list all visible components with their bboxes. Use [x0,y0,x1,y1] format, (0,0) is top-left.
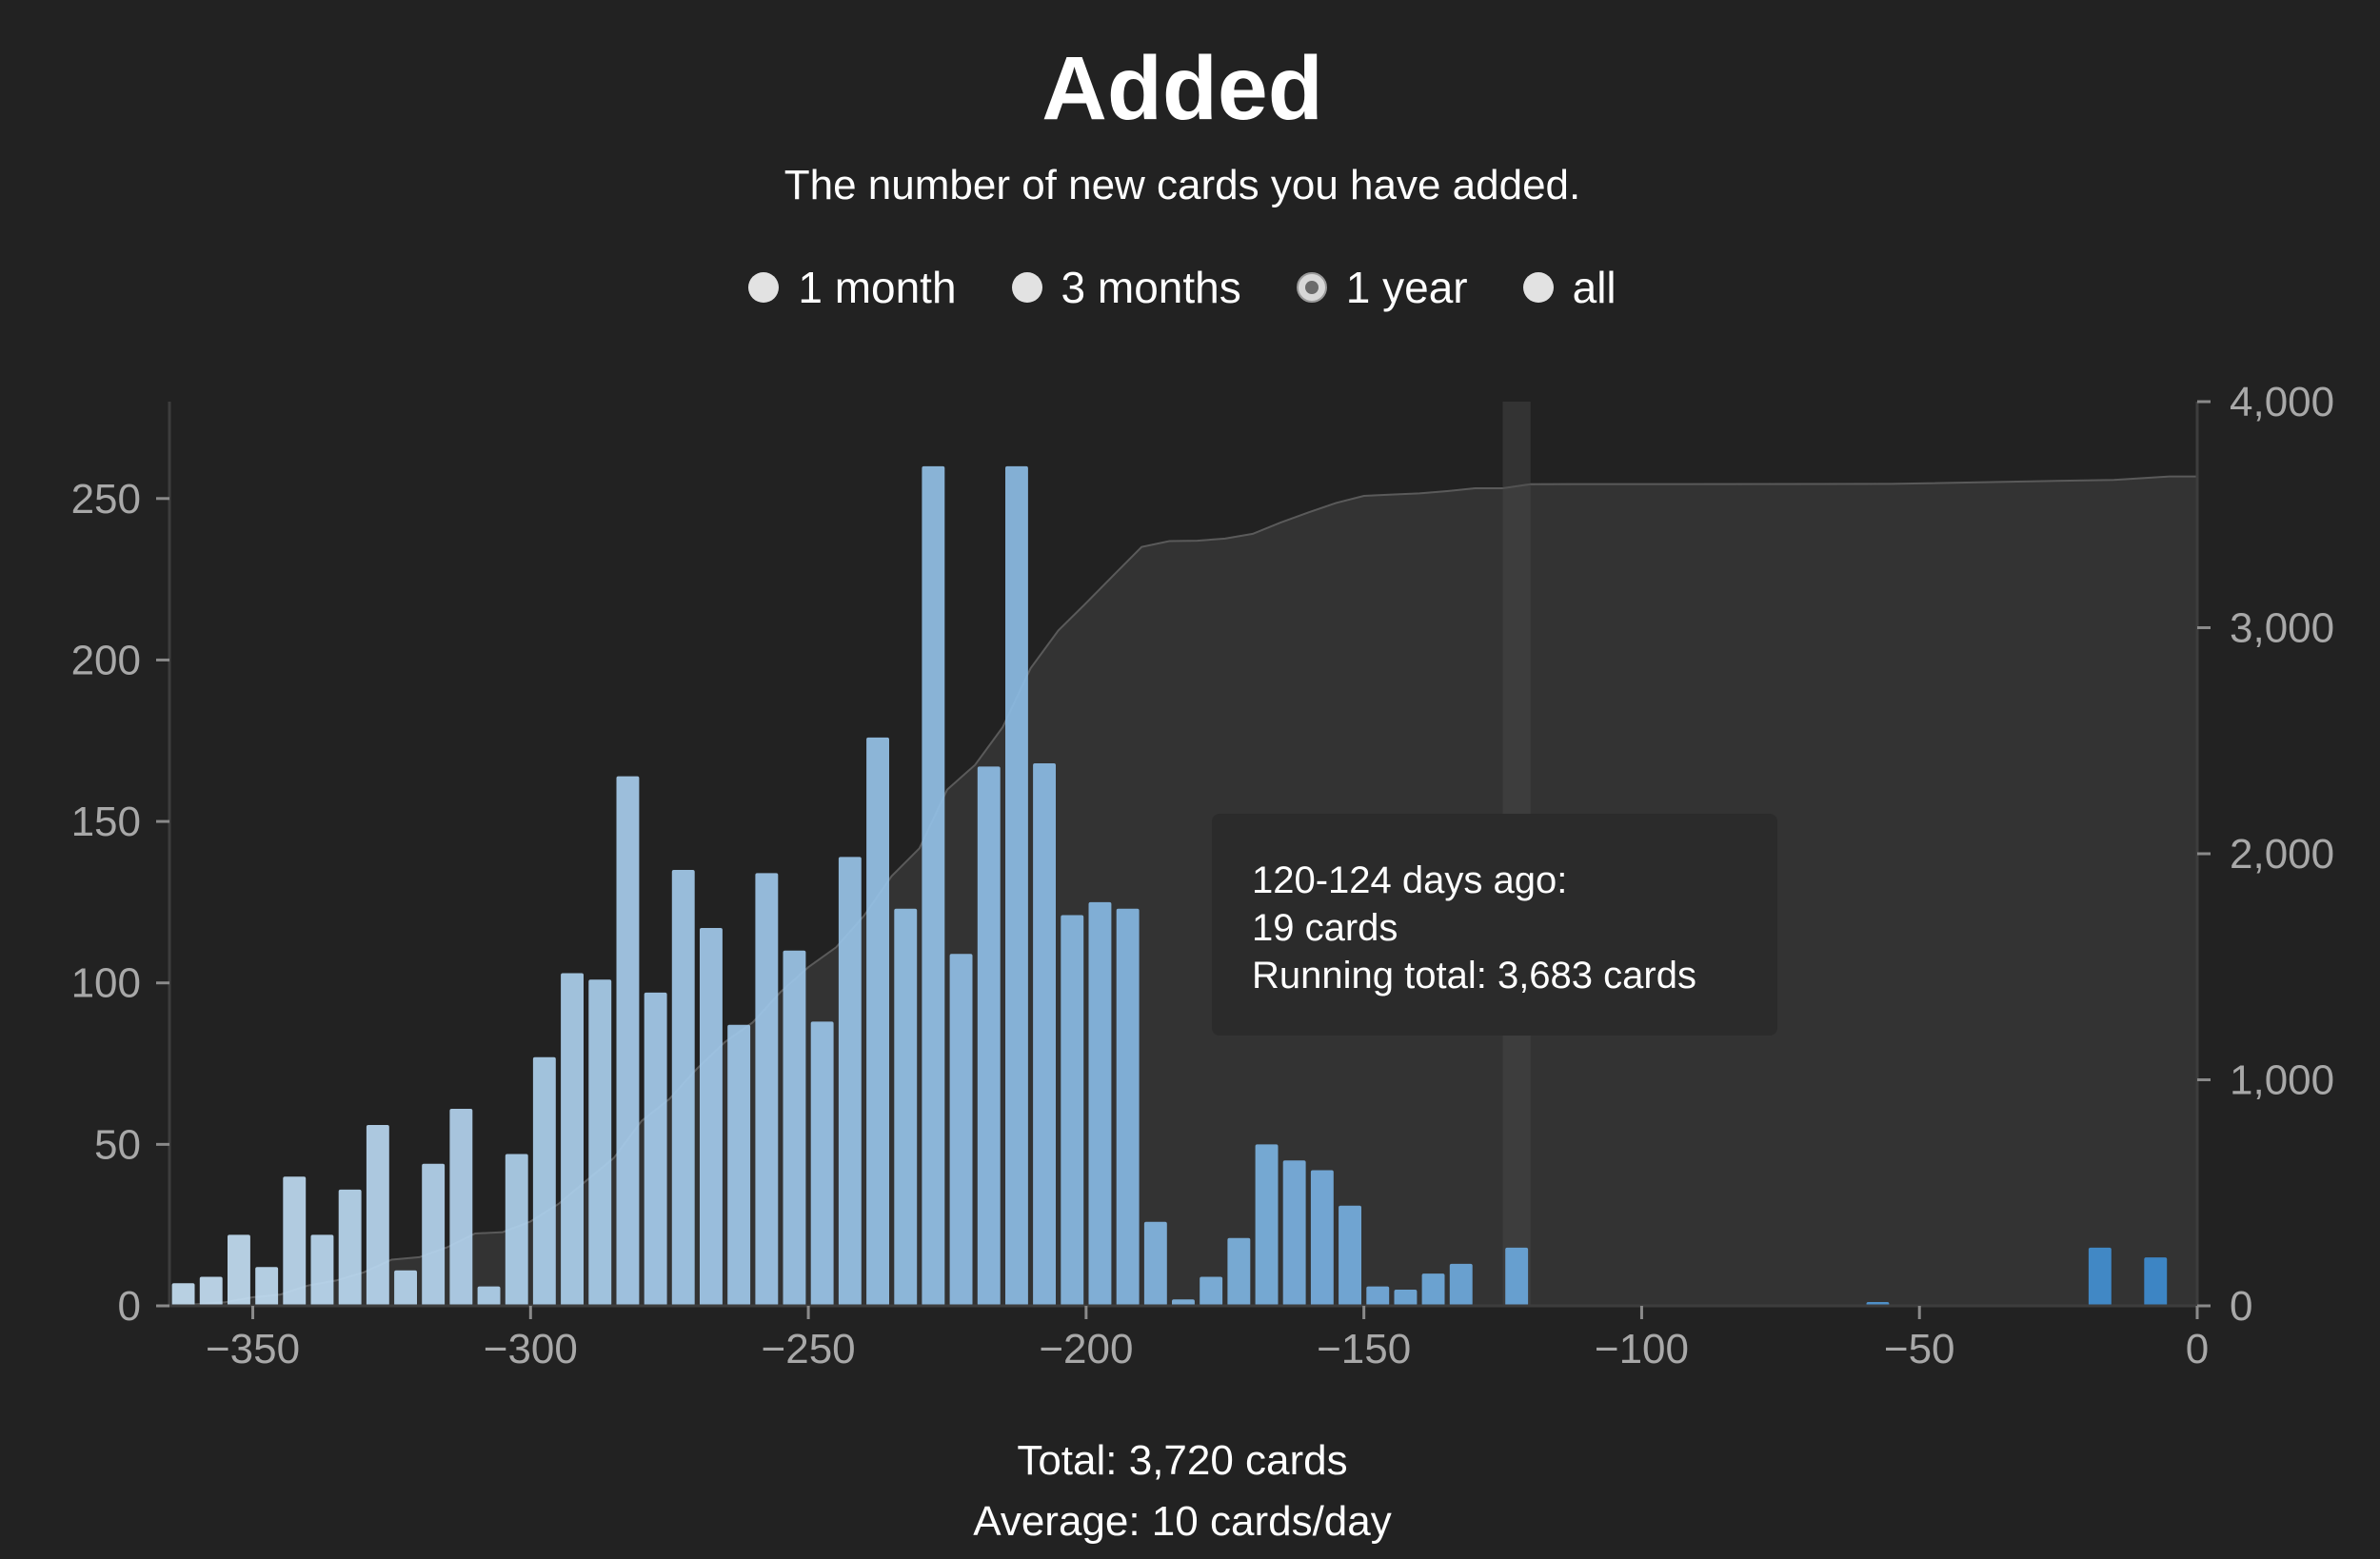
x-tick-label: −250 [762,1326,856,1372]
range-label-1-year: 1 year [1345,263,1468,312]
bar [1339,1205,1361,1306]
bar [1421,1273,1445,1306]
bar [922,465,945,1306]
bar [1449,1263,1473,1306]
bar [616,776,640,1306]
bar [505,1154,528,1306]
bar [671,870,695,1306]
radio-all[interactable] [1522,272,1554,303]
y-tick-label-left: 0 [118,1283,141,1330]
bar [2088,1247,2112,1306]
bar [338,1189,362,1306]
bar [1282,1160,1306,1306]
summary: Total: 3,720 cards Average: 10 cards/day [0,1431,2365,1552]
y-tick-label-right: 4,000 [2230,379,2334,425]
bar [949,954,973,1306]
tooltip-running-total: Running total: 3,683 cards [1252,955,1696,997]
range-option-3-months[interactable]: 3 months [1011,262,1241,313]
y-tick-label-right: 0 [2230,1283,2252,1330]
radio-3-months[interactable] [1011,272,1042,303]
page-title: Added [1041,38,1323,139]
page-subtitle: The number of new cards you have added. [783,162,1581,208]
range-label-1-month: 1 month [798,263,957,312]
bar [255,1267,279,1306]
tooltip-count: 19 cards [1252,907,1398,949]
x-tick-label: −300 [484,1326,578,1372]
bar [228,1234,250,1306]
y-tick-label-left: 100 [71,960,141,1007]
y-tick-label-right: 1,000 [2230,1057,2334,1104]
bar [894,908,918,1306]
x-tick-label: 0 [2186,1326,2209,1372]
x-tick-label: −50 [1884,1326,1955,1372]
bar [1116,908,1140,1306]
bar [810,1021,834,1306]
bar [838,857,862,1306]
bar [532,1056,556,1307]
x-tick-label: −100 [1595,1326,1689,1372]
bar [1005,465,1028,1306]
bar [1088,901,1112,1306]
bar [1394,1290,1418,1306]
bar [394,1270,417,1306]
radio-1-year[interactable] [1296,272,1327,303]
bars-layer [171,465,2168,1307]
axes-layer: −350 −300 −250 −200 −150 −100 −50 0050100150200… [71,379,2335,1372]
bar [477,1286,501,1306]
bar [1255,1144,1279,1306]
range-option-1-year[interactable]: 1 year [1296,262,1468,313]
summary-average: Average: 10 cards/day [973,1498,1392,1545]
bar [422,1163,446,1306]
bar [1227,1237,1251,1307]
bar [1143,1221,1167,1306]
chart-tooltip: 120-124 days ago: 19 cards Running total… [1212,814,1777,1036]
tooltip-range: 120-124 days ago: [1252,859,1568,901]
y-tick-label-left: 150 [71,799,141,845]
cumulative-area-layer [169,475,2198,1307]
y-tick-label-left: 200 [71,637,141,683]
bar [199,1276,223,1306]
range-option-all[interactable]: all [1522,262,1616,313]
bar [644,992,667,1306]
bar [588,979,612,1306]
bar [1172,1299,1195,1306]
range-label-all: all [1572,263,1616,312]
summary-total: Total: 3,720 cards [1017,1437,1348,1484]
bar [755,873,779,1306]
bar [700,928,723,1306]
range-option-1-month[interactable]: 1 month [748,262,957,313]
bar [1033,763,1056,1306]
bar [977,766,1001,1306]
bar [561,973,584,1306]
x-tick-label: −350 [206,1326,300,1372]
x-tick-label: −150 [1317,1326,1411,1372]
bar [727,1024,751,1306]
y-tick-label-left: 250 [71,476,141,523]
y-tick-label-right: 3,000 [2230,605,2334,652]
bar [366,1125,389,1306]
cumulative-area [169,475,2198,1307]
bar [1310,1170,1334,1306]
bar [283,1176,307,1306]
bar [1505,1247,1529,1306]
bar [1366,1286,1390,1306]
radio-1-month[interactable] [748,272,780,303]
y-tick-label-right: 2,000 [2230,831,2334,878]
y-tick-label-left: 50 [94,1121,141,1168]
bar [310,1234,334,1306]
range-label-3-months: 3 months [1061,263,1241,312]
range-selector: 1 month 3 months 1 year all [0,257,2365,318]
bar [1200,1276,1223,1306]
bar [866,737,889,1306]
bar [449,1109,473,1306]
bar [783,950,806,1306]
bar [2144,1257,2168,1306]
x-tick-label: −200 [1039,1326,1133,1372]
bar [1061,915,1084,1306]
bar [171,1283,195,1307]
